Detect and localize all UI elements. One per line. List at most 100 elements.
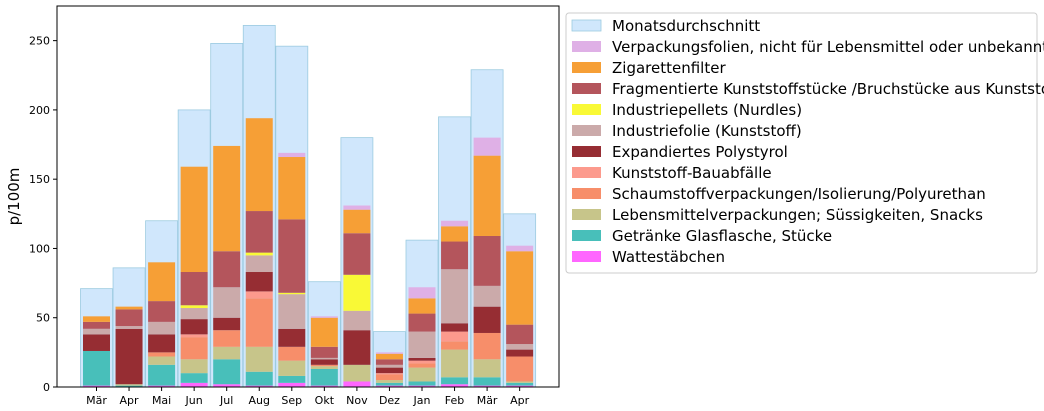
legend-swatch [572, 251, 601, 262]
legend-box [565, 12, 1038, 274]
stacked-bar-segment [506, 356, 534, 382]
x-tick-label: Jan [413, 394, 431, 407]
legend-label: Industriepellets (Nurdles) [612, 101, 802, 119]
y-tick-label: 150 [29, 173, 50, 186]
stacked-bar-segment [343, 310, 371, 331]
stacked-bar-segment [441, 220, 469, 227]
stacked-bar-segment [115, 328, 143, 385]
legend-label: Wattestäbchen [612, 248, 725, 266]
stacked-bar-segment [408, 385, 436, 387]
legend-swatch [572, 188, 601, 199]
stacked-bar-segment [148, 352, 176, 357]
legend-label: Industriefolie (Kunststoff) [612, 122, 802, 140]
stacked-bar-segment [343, 233, 371, 275]
legend-label: Getränke Glasflasche, Stücke [612, 227, 832, 245]
x-tick-label: Mär [86, 394, 107, 407]
legend-label: Monatsdurchschnitt [612, 17, 760, 35]
stacked-bar-segment [115, 309, 143, 327]
x-tick-label: Aug [249, 394, 270, 407]
stacked-bar-segment [278, 375, 306, 383]
stacked-bar-segment [310, 346, 338, 358]
stacked-bar-segment [278, 328, 306, 347]
stacked-bar-segment [473, 155, 501, 236]
stacked-bar-segment [343, 330, 371, 365]
x-tick-label: Jul [219, 394, 233, 407]
stacked-bar-segment [375, 382, 403, 386]
x-tick-label: Mär [477, 394, 498, 407]
stacked-bar-segment [473, 359, 501, 378]
stacked-bar-segment [148, 356, 176, 365]
stacked-bar-segment [441, 384, 469, 387]
y-tick-label: 100 [29, 242, 50, 255]
stacked-bar-segment [213, 330, 241, 347]
stacked-bar-segment [148, 301, 176, 322]
stacked-bar-segment [180, 373, 208, 383]
stacked-bar-segment [213, 251, 241, 288]
stacked-bar-segment [441, 349, 469, 378]
stacked-bar-segment [213, 287, 241, 318]
stacked-bar-segment [180, 308, 208, 320]
x-tick-label: Jun [185, 394, 203, 407]
stacked-bar-segment [375, 352, 403, 354]
legend-swatch [572, 41, 601, 52]
legend-label: Fragmentierte Kunststoffstücke /Bruchstü… [612, 80, 1044, 98]
stacked-bar-segment [375, 353, 403, 360]
stacked-bar-segment [310, 368, 338, 386]
stacked-bar-segment [310, 357, 338, 360]
stacked-bar-segment [278, 157, 306, 220]
y-tick-label: 50 [36, 312, 50, 325]
stacked-bar-segment [180, 334, 208, 338]
stacked-bar-segment [343, 381, 371, 387]
stacked-bar-segment [408, 287, 436, 299]
stacked-bar-segment [408, 298, 436, 314]
stacked-bar-segment [506, 385, 534, 387]
x-tick-label: Nov [346, 394, 368, 407]
stacked-bar-segment [310, 317, 338, 347]
stacked-bar-segment [213, 384, 241, 387]
legend-label: Verpackungsfolien, nicht für Lebensmitte… [612, 38, 1044, 56]
stacked-bar-segment [441, 226, 469, 242]
stacked-bar-segment [375, 359, 403, 365]
legend-label: Kunststoff-Bauabfälle [612, 164, 772, 182]
stacked-bar-segment [278, 219, 306, 293]
legend-label: Lebensmittelverpackungen; Süssigkeiten, … [612, 206, 983, 224]
legend-label: Schaumstoffverpackungen/Isolierung/Polyu… [612, 185, 986, 203]
stacked-bar-segment [375, 374, 403, 381]
stacked-bar-segment [245, 346, 273, 372]
stacked-bar-segment [83, 328, 110, 335]
stacked-bar-segment [506, 381, 534, 383]
stacked-bar-segment [83, 316, 110, 322]
stacked-bar-segment [180, 272, 208, 306]
stacked-bar-segment [180, 319, 208, 335]
x-tick-label: Apr [510, 394, 530, 407]
stacked-bar-segment [310, 359, 338, 365]
y-tick-label: 0 [43, 381, 50, 394]
stacked-bar-segment [180, 359, 208, 374]
legend: Monatsdurchschnitt Verpackungsfolien, nic… [565, 12, 1044, 274]
stacked-bar-segment [213, 317, 241, 331]
stacked-bar-segment [441, 241, 469, 270]
stacked-bar-segment [375, 364, 403, 368]
y-axis: 0 50 100 150 200 250 [29, 35, 57, 394]
stacked-bar-segment [148, 334, 176, 353]
stacked-bar-segment [278, 152, 306, 158]
stacked-bar-segment [408, 357, 436, 361]
legend-swatch [572, 62, 601, 73]
stacked-bar-segment [213, 346, 241, 360]
legend-swatch [572, 167, 601, 178]
legend-swatch [572, 146, 601, 157]
stacked-bar-segment [441, 341, 469, 350]
y-tick-label: 250 [29, 35, 50, 48]
legend-swatch [572, 209, 601, 220]
stacked-bar-segment [441, 331, 469, 342]
stacked-bar-segment [278, 360, 306, 376]
stacked-bar-segment [245, 291, 273, 299]
stacked-bars [83, 118, 534, 387]
legend-label: Expandiertes Polystyrol [612, 143, 788, 161]
stacked-bar-segment [245, 211, 273, 253]
stacked-bar-segment [506, 324, 534, 345]
x-tick-label: Okt [315, 394, 335, 407]
stacked-bar-segment [115, 385, 143, 387]
stacked-bar-segment [473, 306, 501, 333]
stacked-bar-segment [408, 381, 436, 386]
